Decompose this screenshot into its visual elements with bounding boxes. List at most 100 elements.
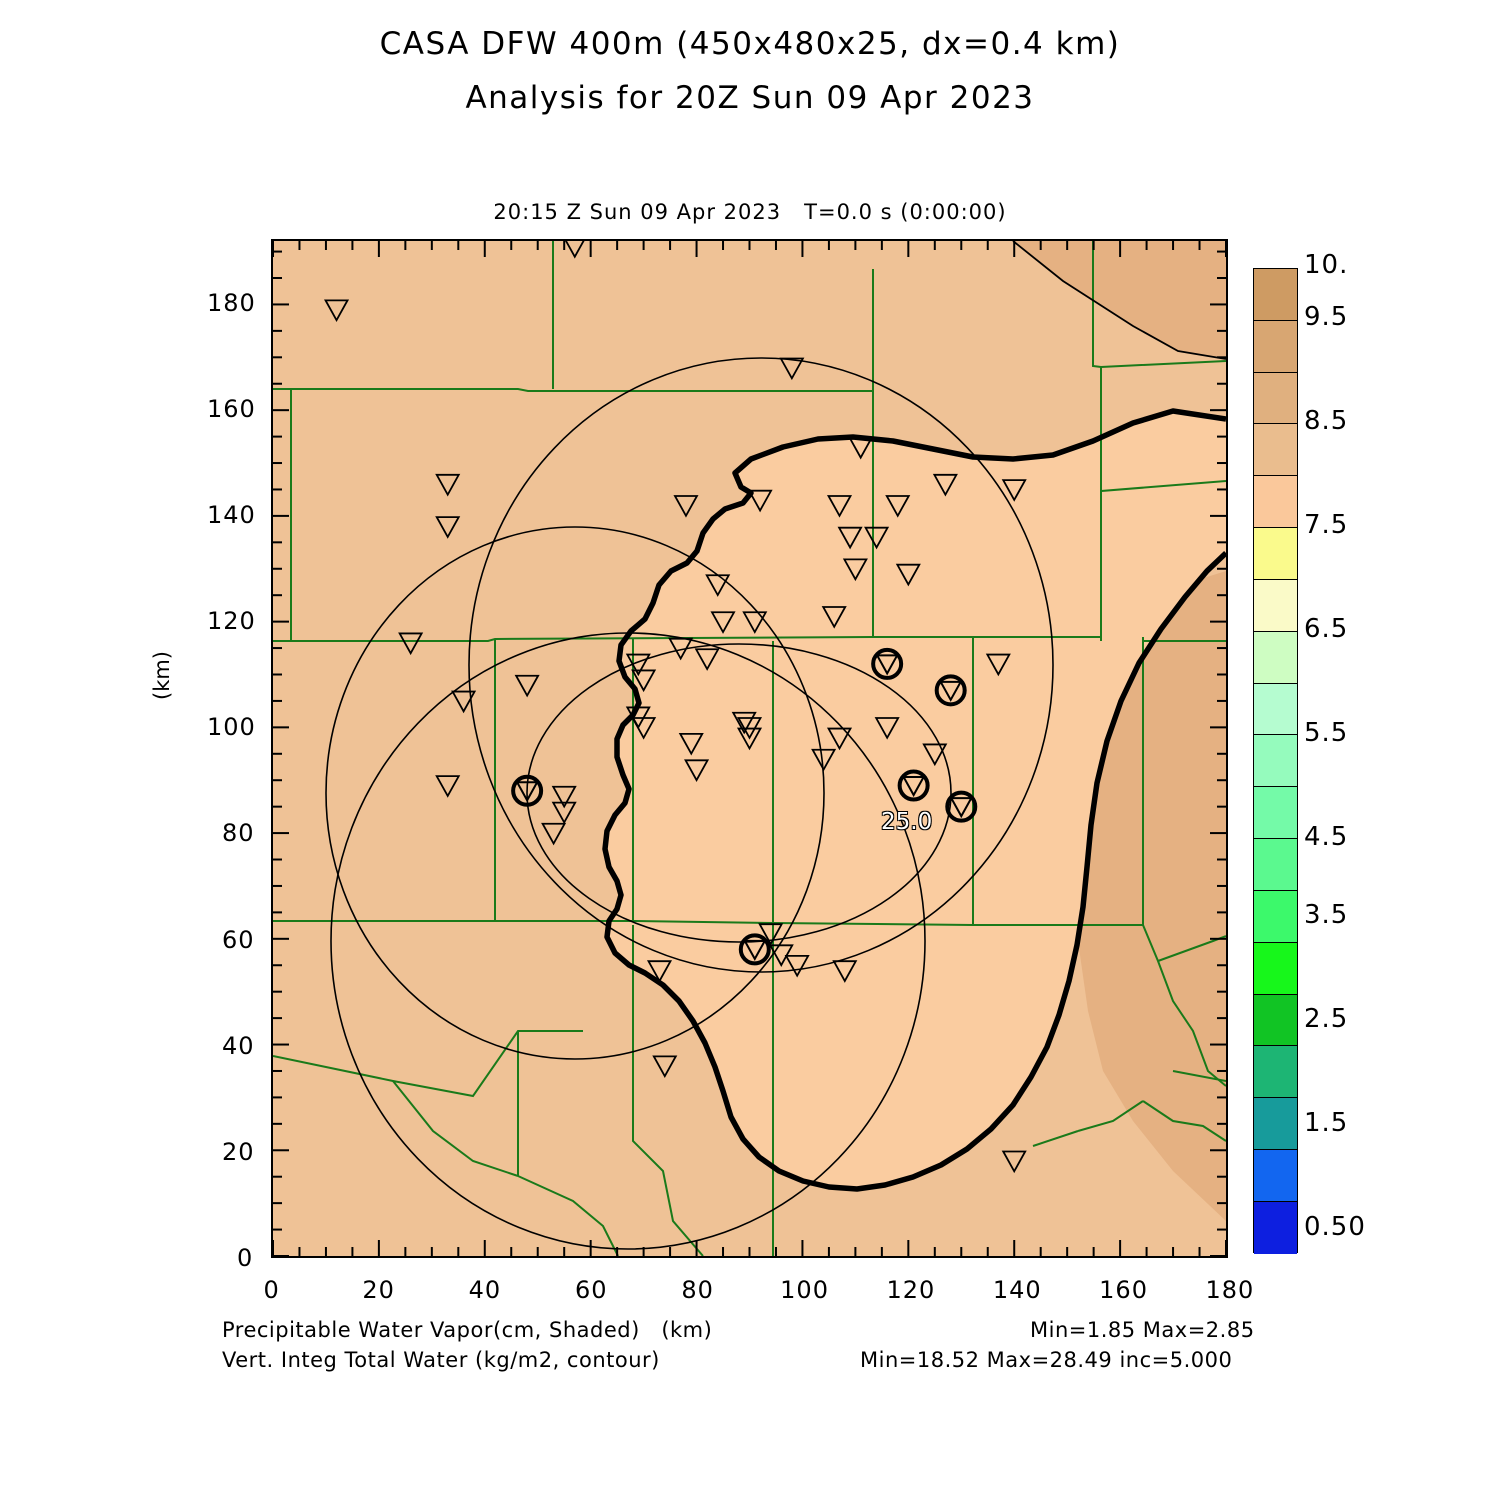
station-marker — [435, 775, 461, 798]
y-tick-40: 40 — [222, 1031, 255, 1060]
colorbar-tick-label: 4.5 — [1304, 822, 1349, 852]
y-tick-100: 100 — [207, 713, 256, 742]
radar-site-circle — [871, 647, 904, 680]
colorbar-band — [1254, 839, 1297, 891]
shade-band-1.5-2.0-east — [1078, 571, 1226, 1221]
colorbar-band — [1254, 631, 1297, 684]
station-marker — [631, 669, 657, 693]
station-marker — [541, 822, 567, 846]
contour-20 — [1012, 241, 1226, 360]
x-tick-40: 40 — [468, 1276, 502, 1304]
x-tick-100: 100 — [780, 1276, 829, 1304]
radar-site-triangle — [938, 680, 963, 702]
radar-site-triangle — [743, 939, 767, 961]
colorbar-tick-label: 7.5 — [1304, 510, 1349, 540]
colorbar-tick-label: 5.5 — [1304, 718, 1349, 748]
footer-shaded-field: Precipitable Water Vapor(cm, Shaded) (km… — [222, 1318, 713, 1342]
station-marker — [631, 717, 657, 740]
colorbar-band — [1254, 1046, 1297, 1099]
contour-label-25: 25.0 — [881, 809, 933, 835]
station-marker — [842, 558, 868, 582]
station-marker — [668, 637, 694, 661]
colorbar-tick-label: 10. — [1304, 250, 1349, 280]
y-tick-140: 140 — [207, 500, 256, 529]
station-marker — [551, 785, 577, 809]
x-tick-140: 140 — [992, 1276, 1042, 1304]
station-marker — [684, 759, 710, 782]
radar-site-triangle — [515, 781, 539, 803]
axis-ticks — [273, 241, 1226, 1256]
station-marker — [837, 526, 863, 550]
station-marker — [1001, 479, 1027, 502]
station-marker — [885, 495, 911, 518]
y-tick-80: 80 — [222, 819, 255, 848]
colorbar-band — [1254, 942, 1297, 995]
radar-site-triangle — [949, 797, 973, 819]
station-marker — [551, 801, 577, 825]
station-marker — [652, 1055, 678, 1078]
y-tick-60: 60 — [222, 925, 255, 954]
station-marker — [451, 690, 477, 714]
station-marker — [694, 648, 720, 671]
x-tick-120: 120 — [886, 1276, 936, 1304]
station-marker — [565, 241, 585, 259]
station-marker — [832, 960, 858, 983]
footer-contour-field: Vert. Integ Total Water (kg/m2, contour) — [222, 1348, 660, 1372]
colorbar-band — [1254, 1098, 1297, 1151]
station-marker — [922, 743, 948, 767]
station-marker — [646, 960, 673, 983]
footer-shaded-stats: Min=1.85 Max=2.85 — [1030, 1318, 1255, 1342]
range-ring-4 — [526, 643, 952, 943]
county-boundaries — [273, 241, 1226, 1256]
subtitle-timestamp: 20:15 Z Sun 09 Apr 2023 T=0.0 s (0:00:00… — [493, 200, 1007, 224]
station-marker — [678, 732, 704, 756]
station-marker — [398, 632, 424, 656]
station-marker — [758, 923, 784, 946]
station-marker — [864, 526, 890, 550]
colorbar-band — [1254, 994, 1297, 1047]
radar-site-circle — [934, 674, 967, 707]
y-tick-20: 20 — [222, 1137, 255, 1166]
station-marker — [826, 727, 853, 751]
colorbar-tick-label: 2.5 — [1304, 1004, 1349, 1034]
colorbar-band — [1254, 735, 1297, 788]
colorbar-tick-label: 0.50 — [1304, 1212, 1366, 1242]
x-tick-80: 80 — [681, 1276, 714, 1304]
colorbar-band — [1254, 1201, 1297, 1254]
footer-contour-stats: Min=18.52 Max=28.49 inc=5.000 — [860, 1348, 1233, 1372]
title-line-1: CASA DFW 400m (450x480x25, dx=0.4 km) — [379, 26, 1121, 62]
station-marker — [826, 495, 853, 518]
colorbar-band — [1254, 476, 1297, 529]
colorbar-tick-label: 3.5 — [1304, 900, 1349, 930]
radar-site-circle — [945, 790, 978, 823]
x-tick-20: 20 — [362, 1276, 395, 1304]
colorbar-tick-label: 6.5 — [1304, 614, 1349, 644]
station-marker — [435, 473, 461, 497]
station-marker — [710, 611, 736, 634]
station-marker — [985, 653, 1011, 677]
colorbar[interactable] — [1253, 268, 1298, 1254]
x-tick-180: 180 — [1205, 1276, 1255, 1304]
colorbar-band — [1254, 1150, 1297, 1202]
station-marker — [821, 606, 847, 629]
station-marker — [779, 357, 805, 381]
y-tick-160: 160 — [207, 394, 256, 423]
colorbar-tick-label: 1.5 — [1304, 1108, 1349, 1138]
shade-band-1.5-2.0 — [1013, 241, 1226, 359]
colorbar-band — [1254, 269, 1297, 321]
radar-site-markers — [511, 647, 978, 966]
colorbar-band — [1254, 424, 1297, 477]
colorbar-band — [1254, 528, 1297, 580]
colorbar-band — [1254, 579, 1297, 632]
station-marker — [736, 727, 763, 751]
radar-site-circle — [738, 933, 771, 966]
station-marker — [324, 299, 350, 323]
colorbar-band — [1254, 320, 1297, 373]
colorbar-band — [1254, 683, 1297, 736]
station-marker — [932, 473, 958, 497]
station-marker — [747, 489, 773, 513]
station-marker — [731, 711, 757, 735]
range-ring-2 — [325, 526, 825, 1060]
plot-area[interactable]: 25.0 — [271, 239, 1228, 1258]
station-marker — [514, 674, 540, 698]
